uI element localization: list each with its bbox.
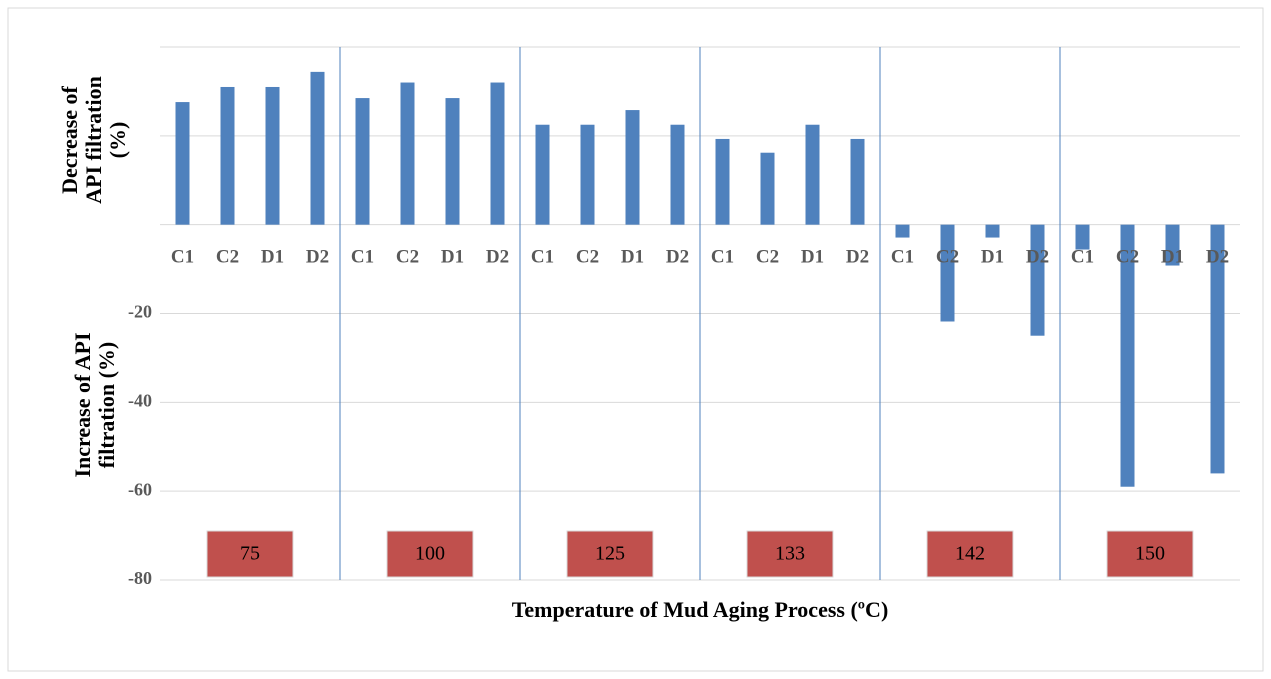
x-axis-title: Temperature of Mud Aging Process (ºC) — [512, 597, 889, 622]
y-axis-title-line: Decrease of — [57, 85, 82, 193]
y-axis-title-line: (%) — [105, 122, 130, 159]
x-tick-label: D2 — [486, 246, 509, 267]
bar — [310, 71, 325, 225]
bar — [220, 86, 235, 225]
bar — [400, 82, 415, 225]
bar — [625, 110, 640, 225]
x-tick-label: C1 — [531, 246, 554, 267]
x-tick-label: D1 — [621, 246, 644, 267]
group-box — [746, 530, 834, 578]
bar — [760, 152, 775, 225]
bar — [265, 86, 280, 225]
group-label: 125 — [595, 543, 625, 565]
x-tick-label: D2 — [846, 246, 869, 267]
x-tick-label: D2 — [1026, 246, 1049, 267]
y-tick-label: -60 — [128, 479, 152, 499]
bar — [490, 82, 505, 225]
bar — [850, 138, 865, 225]
bar — [175, 102, 190, 225]
bar — [985, 224, 1000, 238]
bar — [355, 98, 370, 225]
group-box — [206, 530, 294, 578]
x-tick-label: C1 — [711, 246, 734, 267]
x-tick-label: D1 — [1161, 246, 1184, 267]
bar — [940, 224, 955, 322]
group-box — [1106, 530, 1194, 578]
x-tick-label: C2 — [756, 246, 779, 267]
bar — [1075, 224, 1090, 250]
x-tick-label: C2 — [1116, 246, 1139, 267]
group-label: 142 — [955, 543, 985, 565]
y-tick-label: -20 — [128, 302, 152, 322]
group-label: 150 — [1135, 543, 1165, 565]
group-box — [386, 530, 474, 578]
group-box — [926, 530, 1014, 578]
x-tick-label: C2 — [936, 246, 959, 267]
group-box — [566, 530, 654, 578]
bar — [715, 138, 730, 225]
bar — [670, 124, 685, 225]
bar — [535, 124, 550, 225]
x-tick-label: D2 — [306, 246, 329, 267]
x-tick-label: C2 — [576, 246, 599, 267]
group-label: 133 — [775, 543, 805, 565]
x-tick-label: D2 — [666, 246, 689, 267]
y-axis-title: Decrease ofAPI filtration(%) — [57, 76, 130, 204]
x-tick-label: D1 — [801, 246, 824, 267]
x-tick-label: C2 — [396, 246, 419, 267]
y-tick-label: -80 — [128, 568, 152, 588]
bar — [1030, 224, 1045, 336]
x-tick-label: C2 — [216, 246, 239, 267]
y-tick-label: -40 — [128, 390, 152, 410]
x-tick-label: C1 — [351, 246, 374, 267]
y-axis-title-line: filtration (%) — [94, 342, 119, 468]
x-tick-label: D1 — [441, 246, 464, 267]
y-axis-title-line: API filtration — [81, 76, 106, 204]
x-tick-label: D1 — [261, 246, 284, 267]
bar — [1165, 224, 1180, 266]
bar — [1210, 224, 1225, 474]
y-axis-title: Increase of APIfiltration (%) — [70, 332, 119, 477]
y-axis-title-line: Increase of API — [70, 332, 95, 477]
x-tick-label: D2 — [1206, 246, 1229, 267]
bar — [805, 124, 820, 225]
group-label: 75 — [240, 543, 260, 565]
bar — [580, 124, 595, 225]
bar — [1120, 224, 1135, 487]
x-tick-label: C1 — [1071, 246, 1094, 267]
x-tick-label: C1 — [891, 246, 914, 267]
x-tick-label: C1 — [171, 246, 194, 267]
x-tick-label: D1 — [981, 246, 1004, 267]
bar — [445, 98, 460, 225]
group-label: 100 — [415, 543, 445, 565]
bar — [895, 224, 910, 238]
